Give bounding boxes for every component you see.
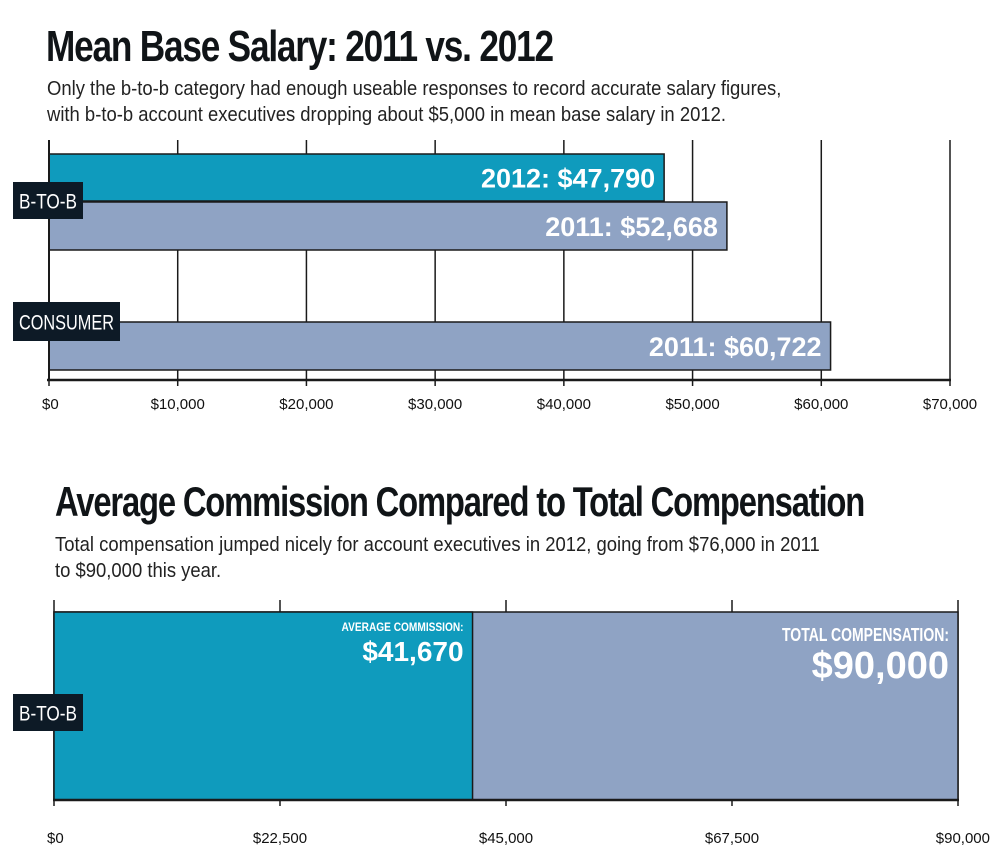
data-label: 2011: $52,668 xyxy=(545,212,718,242)
data-label-title: AVERAGE COMMISSION: xyxy=(342,620,464,634)
tick-label: $70,000 xyxy=(923,396,977,413)
category-label-box xyxy=(13,302,120,341)
tick-label: $90,000 xyxy=(936,830,990,847)
tick-label: $0 xyxy=(47,830,64,847)
data-label: 2011: $60,722 xyxy=(649,332,822,362)
data-label-value: $41,670 xyxy=(362,636,463,667)
tick-label: $10,000 xyxy=(151,396,205,413)
category-label-box xyxy=(13,694,83,731)
bar-b-to-b-2011 xyxy=(48,201,728,251)
tick-label: $60,000 xyxy=(794,396,848,413)
bar-consumer-2011 xyxy=(48,321,832,371)
bar-b-to-b-2012 xyxy=(48,153,665,202)
data-label-value: $90,000 xyxy=(812,645,949,687)
category-label: B-TO-B xyxy=(19,703,77,726)
chart2-subtitle: Total compensation jumped nicely for acc… xyxy=(55,533,820,582)
chart1-title: Mean Base Salary: 2011 vs. 2012 xyxy=(46,22,554,71)
chart1-subtitle: Only the b-to-b category had enough usea… xyxy=(47,77,782,126)
tick-label: $22,500 xyxy=(253,830,307,847)
tick-label: $50,000 xyxy=(665,396,719,413)
tick-label: $0 xyxy=(42,396,59,413)
data-label: 2012: $47,790 xyxy=(481,164,655,194)
category-label-box xyxy=(13,182,83,219)
tick-label: $40,000 xyxy=(537,396,591,413)
tick-label: $30,000 xyxy=(408,396,462,413)
category-label: B-TO-B xyxy=(19,191,77,214)
category-label: CONSUMER xyxy=(19,312,114,335)
tick-label: $67,500 xyxy=(705,830,759,847)
data-label-title: TOTAL COMPENSATION: xyxy=(782,625,949,645)
bar-average-commission xyxy=(53,611,474,801)
tick-label: $20,000 xyxy=(279,396,333,413)
chart2-title: Average Commission Compared to Total Com… xyxy=(55,478,865,525)
tick-label: $45,000 xyxy=(479,830,533,847)
